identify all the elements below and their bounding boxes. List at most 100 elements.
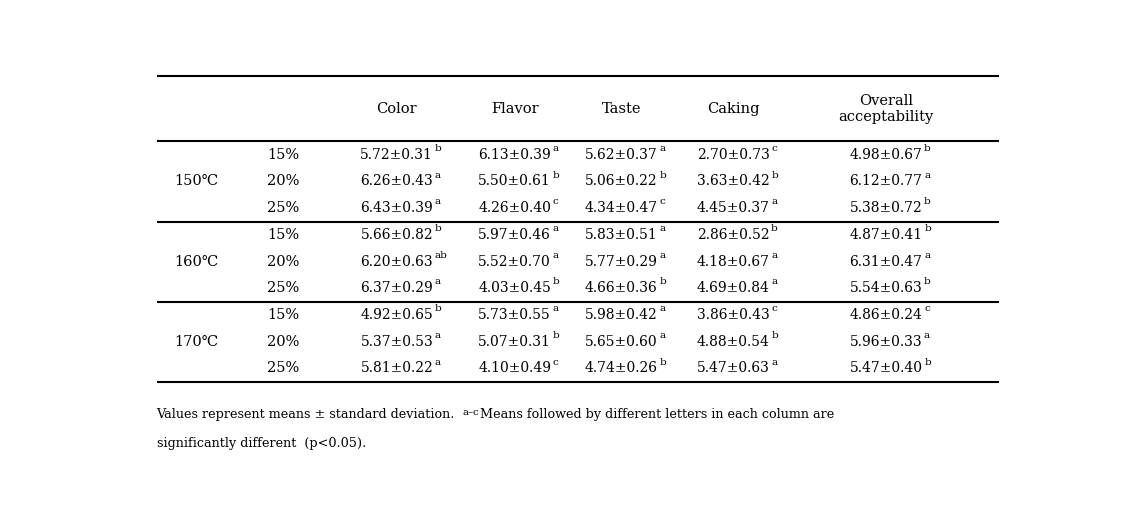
Text: 6.37±0.29: 6.37±0.29 (361, 281, 433, 295)
Text: a: a (435, 278, 441, 286)
Text: 5.47±0.63: 5.47±0.63 (696, 361, 770, 376)
Text: 25%: 25% (267, 201, 300, 215)
Text: b: b (924, 224, 931, 233)
Text: b: b (435, 304, 442, 313)
Text: 4.03±0.45: 4.03±0.45 (478, 281, 551, 295)
Text: Means followed by different letters in each column are: Means followed by different letters in e… (480, 408, 834, 421)
Text: 4.10±0.49: 4.10±0.49 (478, 361, 551, 376)
Text: Caking: Caking (707, 102, 760, 116)
Text: 160℃: 160℃ (174, 254, 218, 268)
Text: a: a (435, 358, 441, 366)
Text: 20%: 20% (267, 335, 300, 349)
Text: b: b (553, 278, 560, 286)
Text: 4.69±0.84: 4.69±0.84 (696, 281, 770, 295)
Text: a: a (553, 224, 559, 233)
Text: 4.88±0.54: 4.88±0.54 (696, 335, 770, 349)
Text: 5.66±0.82: 5.66±0.82 (361, 228, 433, 242)
Text: 20%: 20% (267, 174, 300, 188)
Text: 2.70±0.73: 2.70±0.73 (696, 148, 770, 162)
Text: 5.83±0.51: 5.83±0.51 (585, 228, 658, 242)
Text: 4.86±0.24: 4.86±0.24 (850, 308, 922, 322)
Text: 5.38±0.72: 5.38±0.72 (850, 201, 922, 215)
Text: Values represent means ± standard deviation.: Values represent means ± standard deviat… (157, 408, 463, 421)
Text: 4.66±0.36: 4.66±0.36 (585, 281, 658, 295)
Text: a–c: a–c (463, 408, 480, 417)
Text: b: b (659, 278, 666, 286)
Text: 3.63±0.42: 3.63±0.42 (696, 174, 770, 188)
Text: 2.86±0.52: 2.86±0.52 (696, 228, 770, 242)
Text: b: b (659, 358, 666, 366)
Text: 6.31±0.47: 6.31±0.47 (850, 254, 922, 268)
Text: b: b (924, 278, 931, 286)
Text: 5.98±0.42: 5.98±0.42 (585, 308, 658, 322)
Text: 6.43±0.39: 6.43±0.39 (361, 201, 433, 215)
Text: c: c (659, 197, 665, 206)
Text: c: c (771, 304, 777, 313)
Text: 5.52±0.70: 5.52±0.70 (478, 254, 551, 268)
Text: a: a (553, 144, 559, 153)
Text: 4.18±0.67: 4.18±0.67 (696, 254, 770, 268)
Text: a: a (771, 251, 778, 260)
Text: 5.65±0.60: 5.65±0.60 (585, 335, 657, 349)
Text: 5.54±0.63: 5.54±0.63 (850, 281, 922, 295)
Text: significantly different  (p<0.05).: significantly different (p<0.05). (157, 438, 366, 450)
Text: 5.81±0.22: 5.81±0.22 (361, 361, 433, 376)
Text: b: b (553, 331, 560, 340)
Text: 5.07±0.31: 5.07±0.31 (478, 335, 551, 349)
Text: Taste: Taste (602, 102, 641, 116)
Text: 6.12±0.77: 6.12±0.77 (850, 174, 922, 188)
Text: a: a (771, 278, 778, 286)
Text: b: b (924, 144, 931, 153)
Text: b: b (924, 358, 931, 366)
Text: c: c (924, 304, 930, 313)
Text: 15%: 15% (267, 228, 300, 242)
Text: a: a (435, 331, 441, 340)
Text: a: a (924, 251, 930, 260)
Text: 5.72±0.31: 5.72±0.31 (361, 148, 433, 162)
Text: 4.26±0.40: 4.26±0.40 (478, 201, 551, 215)
Text: 5.96±0.33: 5.96±0.33 (850, 335, 922, 349)
Text: 4.45±0.37: 4.45±0.37 (696, 201, 770, 215)
Text: 4.98±0.67: 4.98±0.67 (850, 148, 922, 162)
Text: 20%: 20% (267, 254, 300, 268)
Text: c: c (553, 358, 559, 366)
Text: 4.74±0.26: 4.74±0.26 (585, 361, 658, 376)
Text: a: a (435, 171, 441, 180)
Text: 6.13±0.39: 6.13±0.39 (478, 148, 551, 162)
Text: c: c (553, 197, 559, 206)
Text: 15%: 15% (267, 308, 300, 322)
Text: 25%: 25% (267, 281, 300, 295)
Text: 5.77±0.29: 5.77±0.29 (585, 254, 658, 268)
Text: a: a (435, 197, 441, 206)
Text: b: b (924, 197, 931, 206)
Text: a: a (659, 304, 666, 313)
Text: 5.50±0.61: 5.50±0.61 (478, 174, 551, 188)
Text: b: b (435, 224, 442, 233)
Text: 3.86±0.43: 3.86±0.43 (696, 308, 770, 322)
Text: a: a (553, 304, 559, 313)
Text: 6.26±0.43: 6.26±0.43 (361, 174, 433, 188)
Text: a: a (771, 358, 778, 366)
Text: 4.92±0.65: 4.92±0.65 (361, 308, 433, 322)
Text: Overall
acceptability: Overall acceptability (838, 93, 933, 124)
Text: a: a (659, 144, 666, 153)
Text: b: b (771, 331, 778, 340)
Text: 5.62±0.37: 5.62±0.37 (585, 148, 658, 162)
Text: 5.73±0.55: 5.73±0.55 (478, 308, 551, 322)
Text: b: b (771, 224, 778, 233)
Text: 4.34±0.47: 4.34±0.47 (585, 201, 658, 215)
Text: a: a (659, 251, 666, 260)
Text: b: b (553, 171, 560, 180)
Text: 5.06±0.22: 5.06±0.22 (585, 174, 657, 188)
Text: Flavor: Flavor (491, 102, 539, 116)
Text: a: a (924, 331, 930, 340)
Text: 6.20±0.63: 6.20±0.63 (361, 254, 433, 268)
Text: Color: Color (376, 102, 417, 116)
Text: a: a (553, 251, 559, 260)
Text: 15%: 15% (267, 148, 300, 162)
Text: a: a (659, 331, 665, 340)
Text: a: a (659, 224, 666, 233)
Text: ab: ab (435, 251, 447, 260)
Text: a: a (924, 171, 930, 180)
Text: b: b (771, 171, 778, 180)
